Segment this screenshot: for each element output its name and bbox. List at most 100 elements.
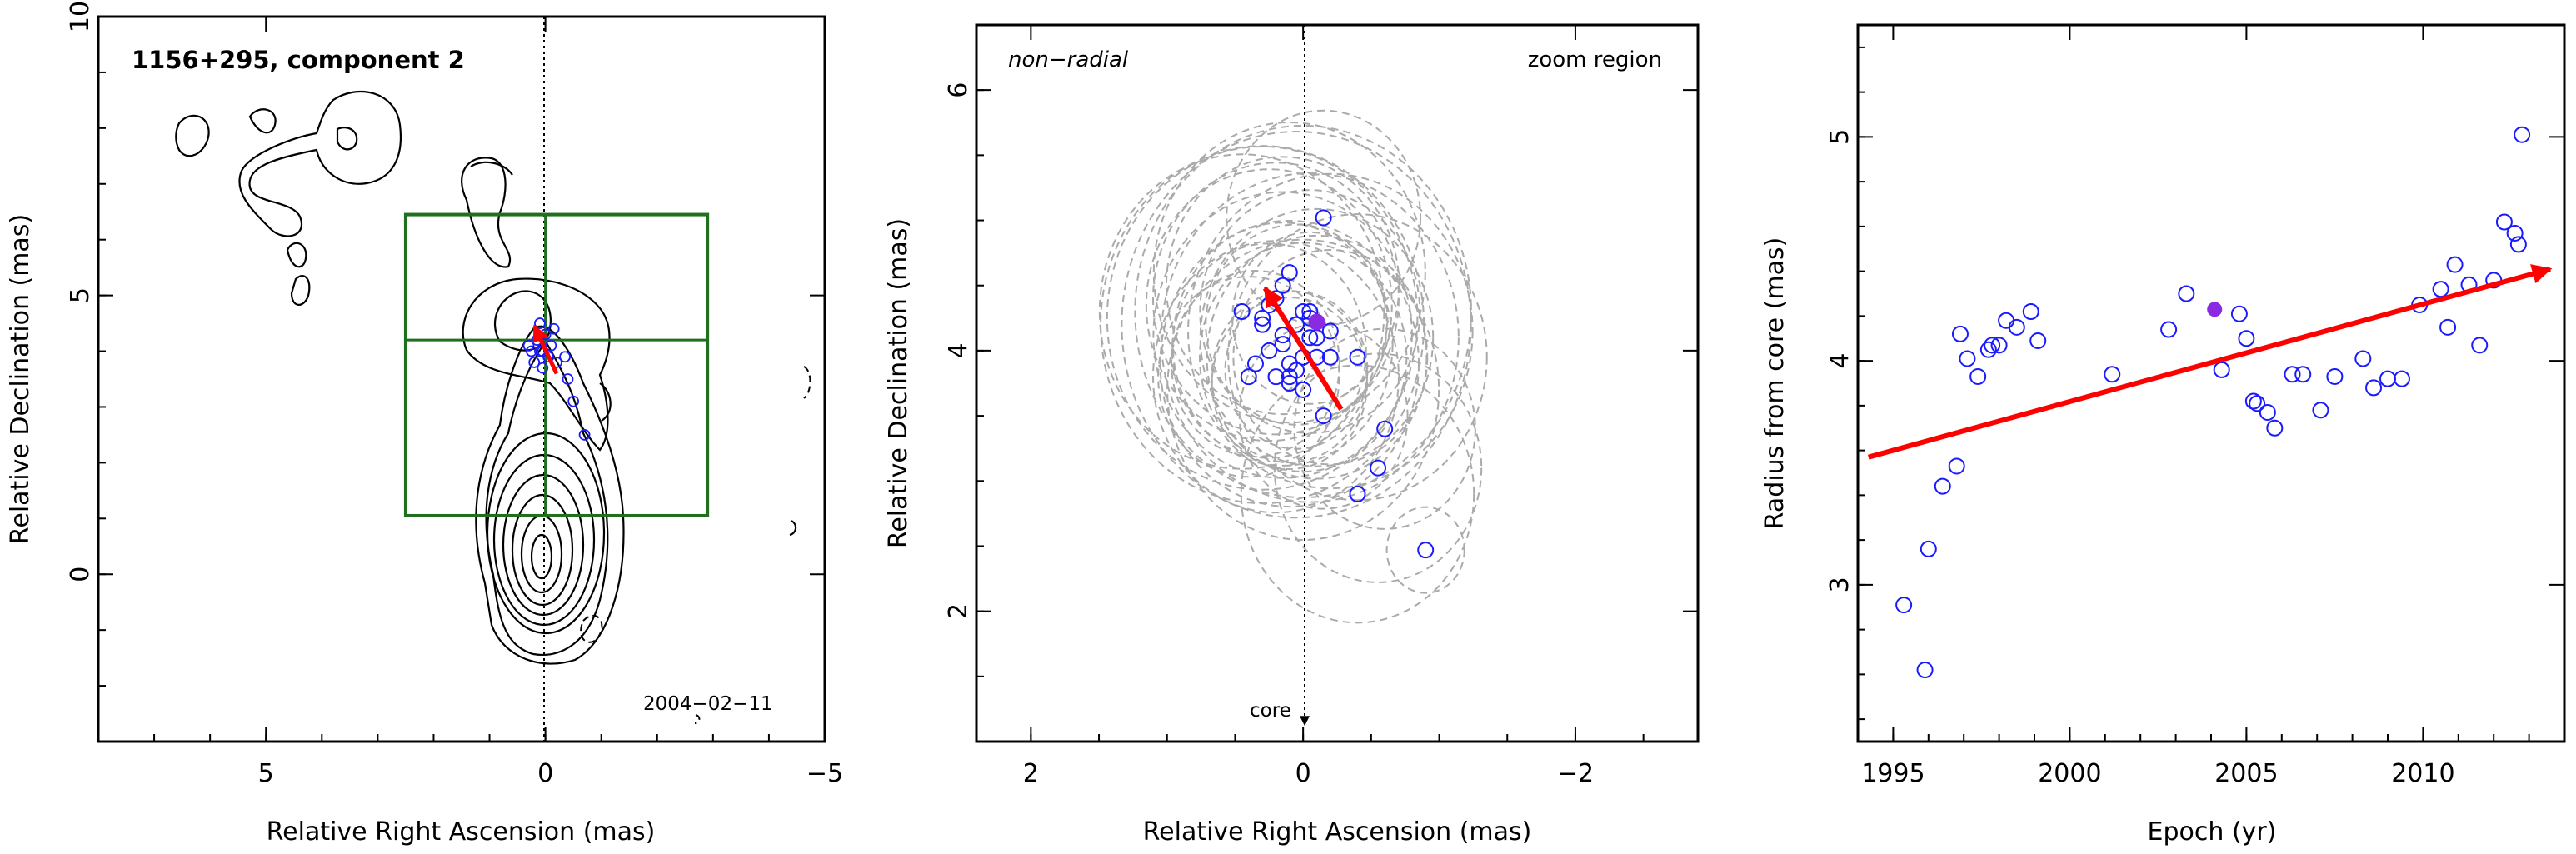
mean-position-point: [1308, 313, 1325, 331]
chart-title: 1156+295, component 2: [132, 46, 465, 74]
data-point: [1959, 350, 1976, 367]
highlighted-epoch-point: [2207, 302, 2223, 317]
component-point: [578, 429, 591, 441]
component-point: [1281, 375, 1298, 392]
data-point: [2213, 361, 2230, 378]
plot-frame: [975, 23, 1700, 743]
data-point: [2178, 285, 2195, 302]
y-axis-label: Radius from core (mas): [1760, 237, 1790, 530]
error-ellipse: [1152, 191, 1413, 479]
error-ellipse: [1165, 156, 1400, 416]
data-point: [2022, 303, 2039, 320]
component-point: [1376, 420, 1394, 437]
data-point: [2365, 379, 2383, 397]
x-tick-label: −2: [1557, 759, 1594, 788]
component-point: [1254, 309, 1271, 327]
epoch-annotation: 2004−02−11: [643, 693, 773, 715]
component-point: [525, 345, 537, 357]
error-ellipse: [1187, 172, 1474, 490]
data-point: [2284, 366, 2301, 383]
error-ellipse: [1171, 222, 1394, 467]
data-markers: [1895, 126, 2531, 678]
data-point: [2471, 337, 2489, 354]
data-point: [1990, 337, 2008, 354]
component-point: [1261, 342, 1278, 359]
component-point: [1321, 348, 1339, 366]
component-point: [1240, 368, 1257, 386]
error-ellipse: [1106, 145, 1419, 491]
zoom-region-label: zoom region: [1528, 47, 1662, 72]
x-tick-label: 2005: [2214, 759, 2278, 788]
component-point: [1274, 336, 1291, 353]
x-tick-label: 2010: [2391, 759, 2454, 788]
error-ellipse: [1199, 189, 1421, 434]
error-ellipse: [1199, 207, 1435, 467]
motion-arrow: [1262, 286, 1344, 411]
component-point: [1417, 542, 1435, 559]
x-tick-label: 2: [1023, 759, 1039, 788]
error-ellipses: [1098, 109, 1488, 624]
data-point: [2249, 395, 2266, 412]
plot-frame: [1856, 23, 2566, 743]
panel-zoom-region: 2 0 −2 2 4 6 non−radial zoom region core Rela…: [884, 23, 1700, 847]
data-point: [1920, 540, 1937, 557]
contour-lines: [175, 17, 811, 742]
data-point: [2446, 256, 2464, 273]
data-point: [2439, 318, 2457, 336]
error-ellipse: [1211, 290, 1368, 464]
data-point: [1948, 457, 1965, 475]
y-tick-label: 4: [944, 342, 973, 358]
y-axis-label: Relative Declination (mas): [6, 214, 35, 544]
x-axis-label: Relative Right Ascension (mas): [1143, 817, 1532, 847]
axis-ticks: 2 0 −2 2 4 6: [944, 24, 1698, 788]
core-label: core: [1250, 700, 1291, 722]
component-point: [1274, 327, 1291, 344]
x-tick-label: −5: [806, 759, 843, 788]
data-point: [2509, 236, 2527, 253]
axis-ticks: 1995 2000 2005 2010 3 4 5: [1825, 25, 2565, 788]
component-point: [1295, 381, 1312, 398]
data-point: [2432, 281, 2449, 298]
data-point: [2238, 330, 2255, 347]
error-ellipse: [1152, 240, 1400, 514]
error-ellipse: [1152, 121, 1426, 424]
data-point: [1916, 662, 1934, 678]
component-point: [1267, 368, 1285, 386]
zoom-box-outline: [403, 212, 710, 517]
data-point: [2514, 126, 2531, 143]
error-ellipse: [1145, 168, 1393, 442]
data-point: [2230, 305, 2248, 322]
non-radial-label: non−radial: [1008, 47, 1129, 72]
y-tick-label: 0: [66, 567, 95, 582]
data-point: [2312, 402, 2329, 419]
error-ellipse: [1171, 270, 1340, 458]
x-tick-label: 1995: [1861, 759, 1925, 788]
data-point: [2008, 318, 2025, 336]
velocity-arrow: [532, 324, 559, 375]
component-point: [1254, 316, 1271, 333]
data-point: [2506, 224, 2524, 242]
component-point: [1349, 485, 1366, 502]
component-point: [522, 339, 535, 352]
component-point: [1349, 348, 1366, 366]
error-ellipse: [1293, 327, 1476, 530]
data-point: [2029, 332, 2047, 349]
component-point: [1301, 329, 1319, 347]
component-markers: [1233, 209, 1435, 559]
x-tick-label: 0: [1295, 759, 1311, 788]
y-tick-label: 2: [944, 603, 973, 619]
data-point: [1934, 477, 1951, 495]
plot-frame: [97, 15, 826, 743]
y-tick-label: 6: [944, 82, 973, 98]
y-tick-label: 5: [66, 287, 95, 303]
error-ellipse: [1121, 131, 1472, 519]
axis-ticks: 5 0 −5 0 5 10: [66, 1, 843, 788]
motion-arrow: [532, 324, 559, 375]
x-tick-label: 0: [537, 759, 553, 788]
error-ellipse: [1273, 352, 1483, 583]
data-point: [1895, 597, 1913, 614]
x-tick-label: 2000: [2038, 759, 2101, 788]
component-point: [545, 339, 557, 352]
trend-arrow: [1867, 264, 2553, 460]
error-ellipse: [1098, 153, 1385, 470]
